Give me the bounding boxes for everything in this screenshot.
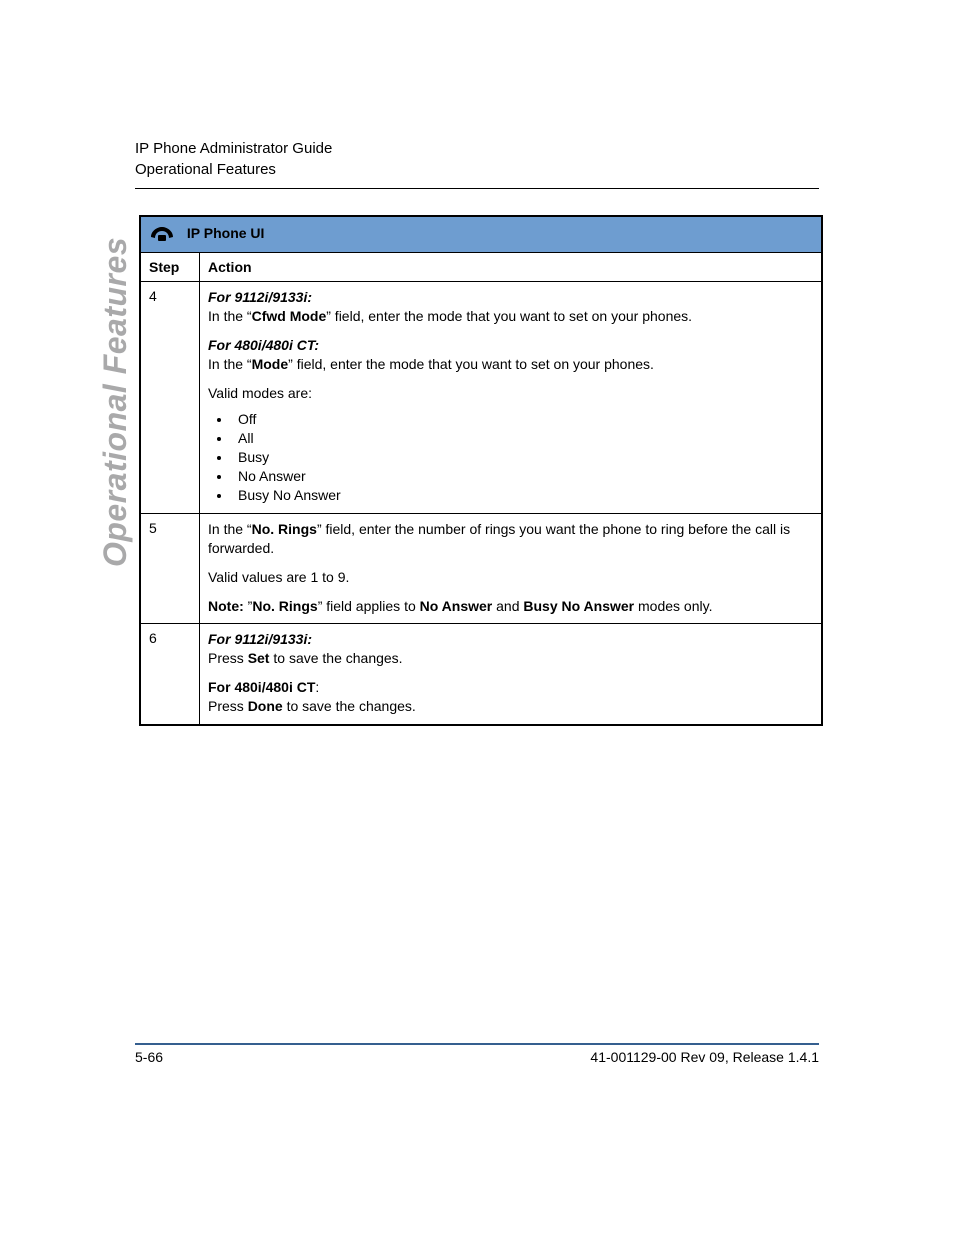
- list-item: Off: [232, 410, 813, 429]
- step-number: 5: [140, 513, 200, 624]
- col-step: Step: [140, 253, 200, 282]
- action-cell: For 9112i/9133i: In the “Cfwd Mode” fiel…: [200, 282, 823, 514]
- list-item: Busy: [232, 448, 813, 467]
- col-action: Action: [200, 253, 823, 282]
- procedure-table: IP Phone UI Step Action 4 For 9112i/9133…: [139, 215, 823, 726]
- step-number: 4: [140, 282, 200, 514]
- body-text: Valid modes are:: [208, 384, 813, 403]
- header-rule: [135, 188, 819, 189]
- body-text: Valid values are 1 to 9.: [208, 568, 813, 587]
- header-line-1: IP Phone Administrator Guide: [135, 138, 819, 159]
- list-item: No Answer: [232, 467, 813, 486]
- table-title-row: IP Phone UI: [140, 216, 822, 253]
- table-title: IP Phone UI: [187, 225, 265, 241]
- model-heading: For 480i/480i CT:: [208, 678, 813, 697]
- model-heading: For 9112i/9133i:: [208, 631, 312, 647]
- header-line-2: Operational Features: [135, 159, 819, 180]
- page-footer: 5-66 41-001129-00 Rev 09, Release 1.4.1: [135, 1043, 819, 1065]
- list-item: All: [232, 429, 813, 448]
- table-row: 4 For 9112i/9133i: In the “Cfwd Mode” fi…: [140, 282, 822, 514]
- note-text: Note: ”No. Rings” field applies to No An…: [208, 597, 813, 616]
- table-title-cell: IP Phone UI: [140, 216, 822, 253]
- page: IP Phone Administrator Guide Operational…: [0, 0, 954, 1235]
- footer-rule: [135, 1043, 819, 1045]
- action-cell: In the “No. Rings” field, enter the numb…: [200, 513, 823, 624]
- model-heading: For 480i/480i CT:: [208, 337, 319, 353]
- doc-revision: 41-001129-00 Rev 09, Release 1.4.1: [590, 1049, 819, 1065]
- page-header: IP Phone Administrator Guide Operational…: [135, 138, 819, 180]
- step-number: 6: [140, 624, 200, 725]
- action-cell: For 9112i/9133i: Press Set to save the c…: [200, 624, 823, 725]
- body-text: Press Set to save the changes.: [208, 649, 813, 668]
- body-text: Press Done to save the changes.: [208, 697, 813, 716]
- side-chapter-label: Operational Features: [97, 237, 134, 567]
- body-text: In the “Cfwd Mode” field, enter the mode…: [208, 307, 813, 326]
- body-text: In the “No. Rings” field, enter the numb…: [208, 520, 813, 558]
- table-row: 6 For 9112i/9133i: Press Set to save the…: [140, 624, 822, 725]
- table-header-row: Step Action: [140, 253, 822, 282]
- list-item: Busy No Answer: [232, 486, 813, 505]
- model-heading: For 9112i/9133i:: [208, 289, 312, 305]
- body-text: In the “Mode” field, enter the mode that…: [208, 355, 813, 374]
- phone-icon: [149, 223, 175, 246]
- table-row: 5 In the “No. Rings” field, enter the nu…: [140, 513, 822, 624]
- content: Operational Features IP Phone UI Step Ac…: [135, 215, 819, 726]
- mode-list: Off All Busy No Answer Busy No Answer: [208, 410, 813, 504]
- page-number: 5-66: [135, 1049, 163, 1065]
